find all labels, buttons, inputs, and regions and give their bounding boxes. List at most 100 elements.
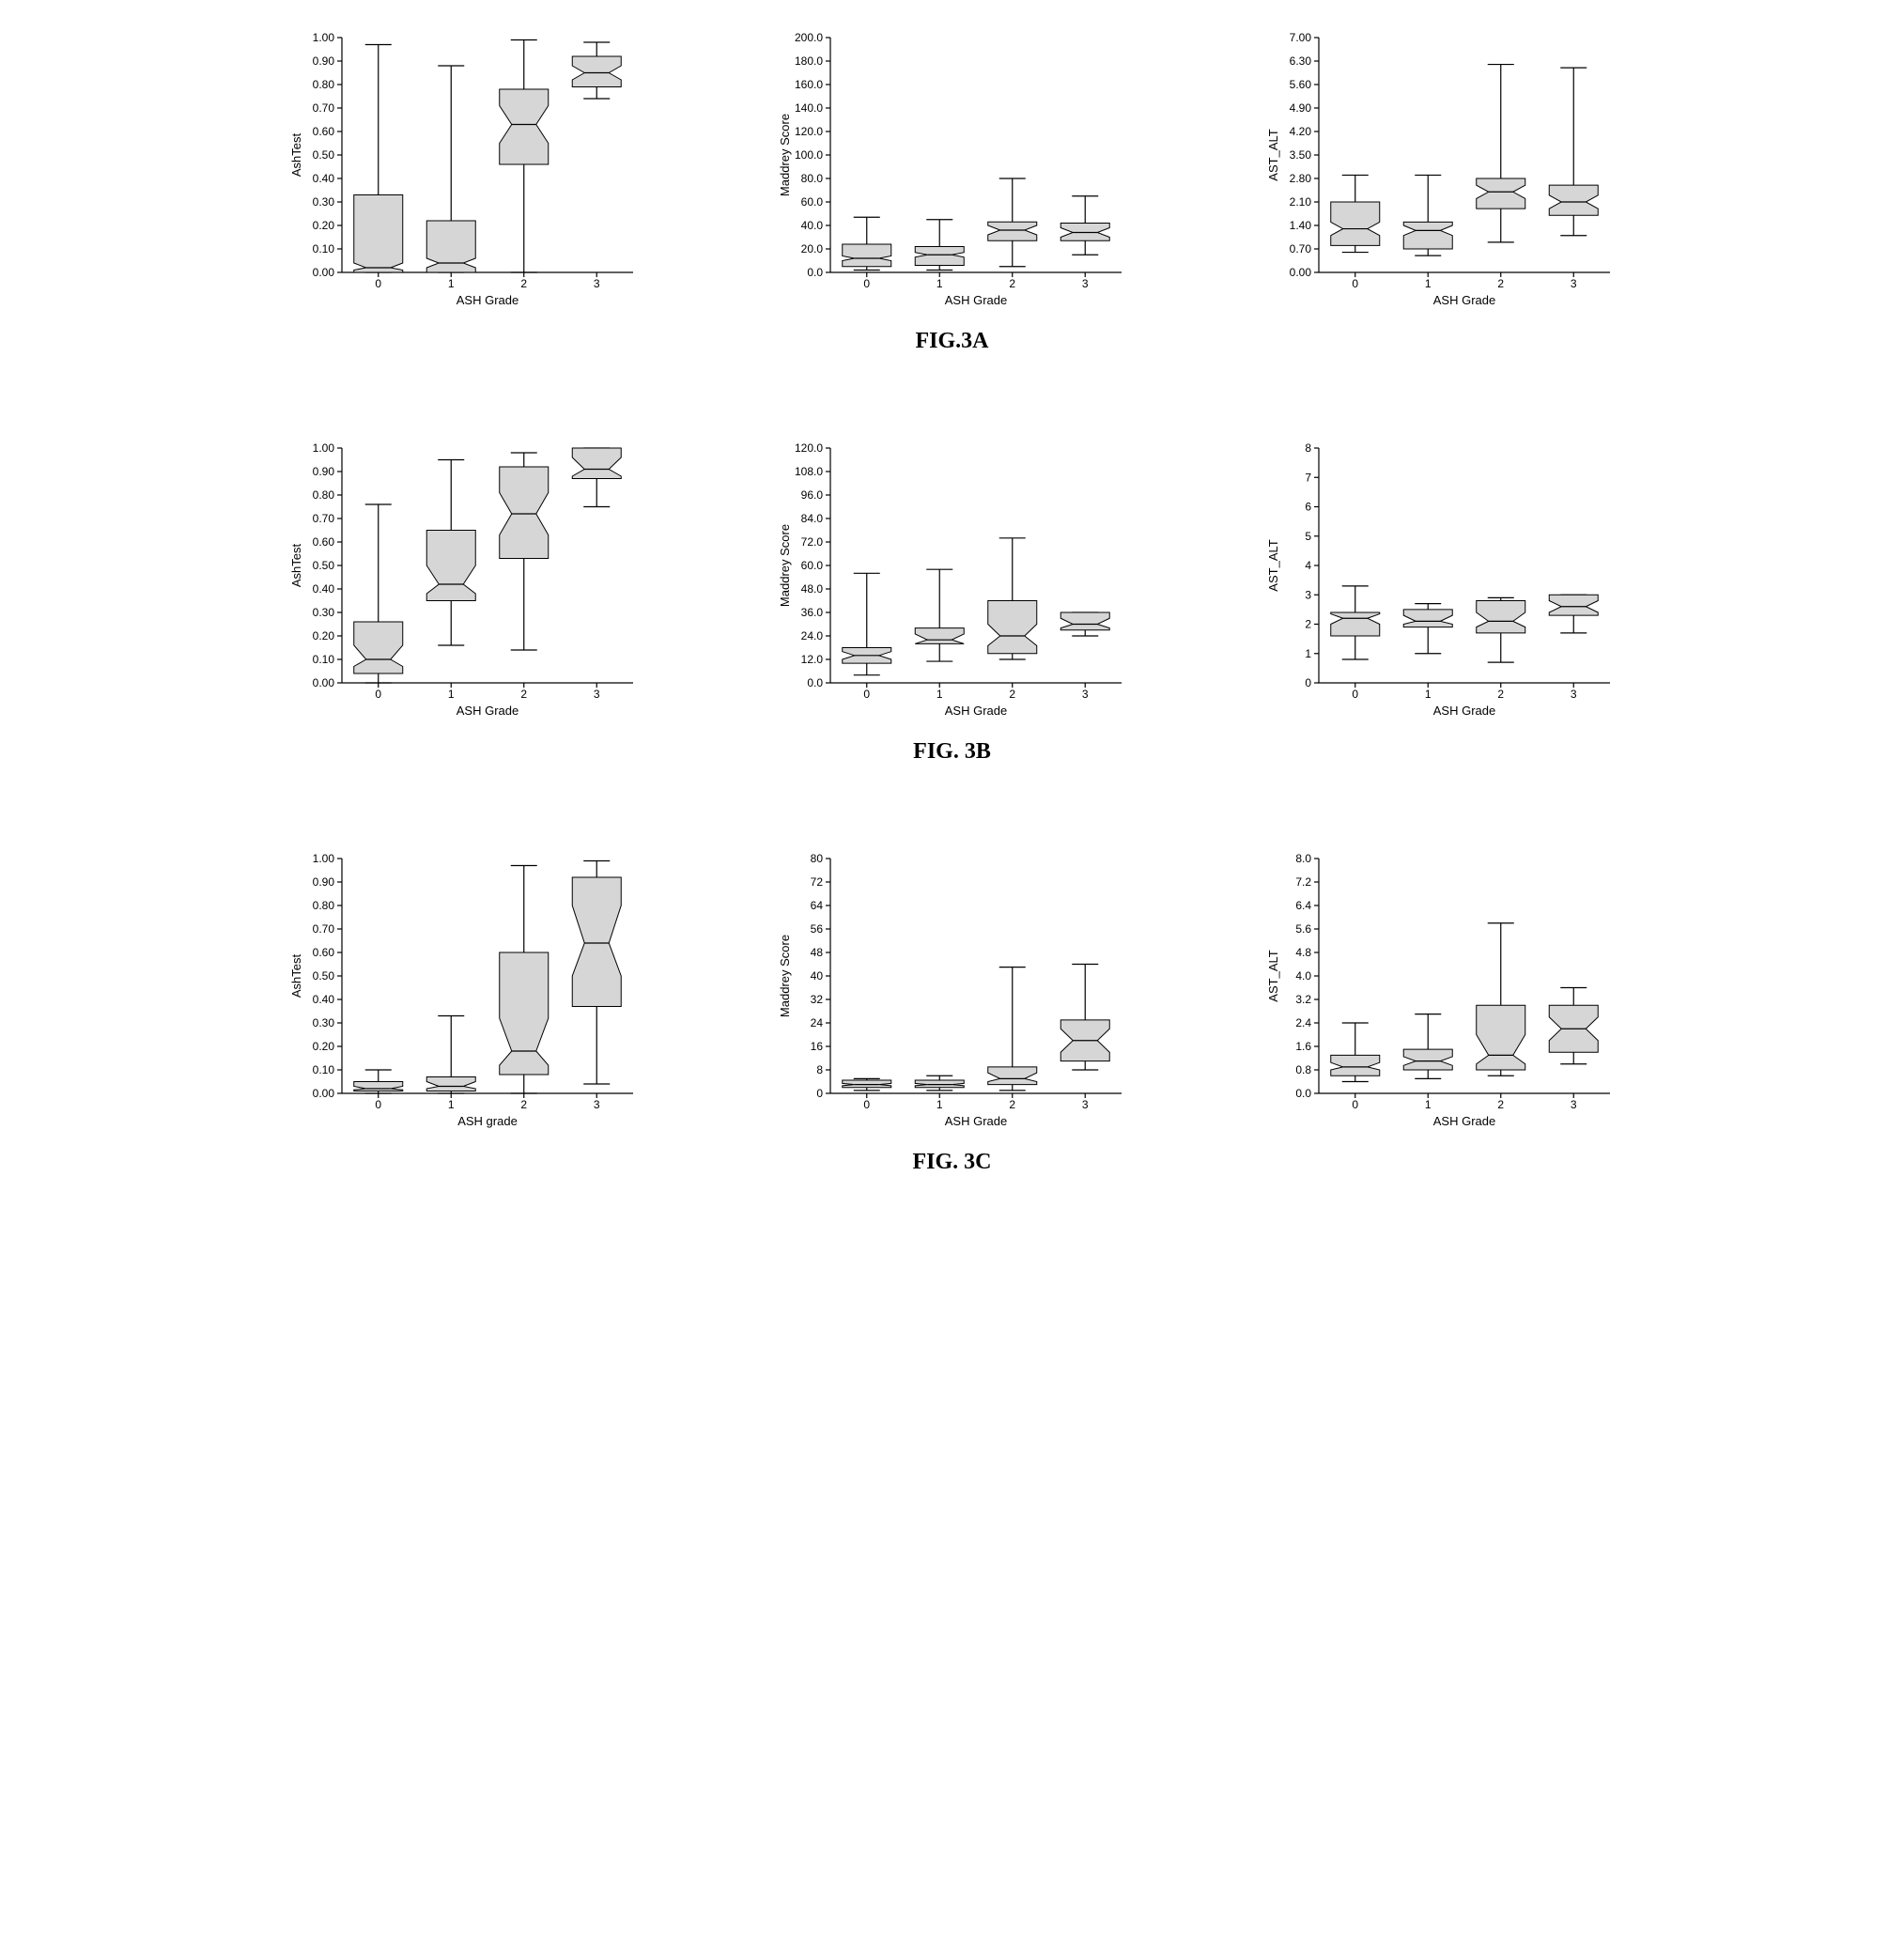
ytick-label: 120.0 <box>794 125 822 138</box>
box <box>915 628 964 644</box>
box <box>1476 178 1525 209</box>
ytick-label: 8.0 <box>1295 852 1311 865</box>
boxplot-svg: 0123456780123AST_ALTASH Grade <box>1262 439 1619 720</box>
boxplot-svg: 0.00.81.62.43.24.04.85.66.47.28.00123AST… <box>1262 849 1619 1131</box>
y-axis-title: Maddrey Score <box>778 114 792 196</box>
box <box>426 221 475 272</box>
ytick-label: 2.80 <box>1289 172 1311 185</box>
ytick-label: 60.0 <box>800 559 823 572</box>
xtick-label: 1 <box>1424 277 1431 290</box>
ytick-label: 0.10 <box>312 242 334 255</box>
x-axis-title: ASH Grade <box>1432 1114 1494 1128</box>
box <box>1060 612 1109 630</box>
xtick-label: 2 <box>1009 688 1015 701</box>
ytick-label: 140.0 <box>794 101 822 115</box>
panel-r0-c2: 0.000.701.402.102.803.504.204.905.606.30… <box>1262 28 1619 310</box>
box <box>353 195 402 273</box>
box <box>842 1080 890 1088</box>
ytick-label: 7.00 <box>1289 31 1311 44</box>
box <box>499 467 548 559</box>
ytick-label: 36.0 <box>800 606 823 619</box>
box <box>1476 1005 1525 1070</box>
xtick-label: 1 <box>447 277 454 290</box>
ytick-label: 0.30 <box>312 1016 334 1029</box>
ytick-label: 5.6 <box>1295 922 1311 936</box>
ytick-label: 3.50 <box>1289 148 1311 162</box>
ytick-label: 84.0 <box>800 512 823 525</box>
y-axis-title: Maddrey Score <box>778 524 792 607</box>
ytick-label: 16 <box>810 1040 823 1053</box>
ytick-label: 180.0 <box>794 54 822 68</box>
ytick-label: 0.00 <box>312 676 334 689</box>
ytick-label: 1.00 <box>312 852 334 865</box>
ytick-label: 0.0 <box>807 266 823 279</box>
ytick-label: 80.0 <box>800 172 823 185</box>
boxplot-svg: 0.000.701.402.102.803.504.204.905.606.30… <box>1262 28 1619 310</box>
xtick-label: 2 <box>520 1098 527 1111</box>
ytick-label: 24 <box>810 1016 823 1029</box>
box <box>572 877 621 1007</box>
box <box>1476 601 1525 633</box>
boxplot-svg: 0.020.040.060.080.0100.0120.0140.0160.01… <box>774 28 1131 310</box>
xtick-label: 3 <box>1081 1098 1088 1111</box>
ytick-label: 64 <box>810 899 823 912</box>
box <box>987 1067 1036 1085</box>
x-axis-title: ASH Grade <box>456 704 518 718</box>
y-axis-title: AshTest <box>289 953 303 998</box>
box <box>915 247 964 266</box>
ytick-label: 0.00 <box>312 266 334 279</box>
figure-row-0: 0.000.100.200.300.400.500.600.700.800.90… <box>19 28 1885 310</box>
xtick-label: 3 <box>1081 688 1088 701</box>
y-axis-title: Maddrey Score <box>778 935 792 1017</box>
xtick-label: 2 <box>1009 277 1015 290</box>
xtick-label: 1 <box>1424 1098 1431 1111</box>
panel-r2-c0: 0.000.100.200.300.400.500.600.700.800.90… <box>286 849 642 1131</box>
ytick-label: 108.0 <box>794 465 822 478</box>
ytick-label: 48 <box>810 946 823 959</box>
ytick-label: 0.30 <box>312 606 334 619</box>
ytick-label: 0.70 <box>312 512 334 525</box>
ytick-label: 0.10 <box>312 653 334 666</box>
figure-grid: 0.000.100.200.300.400.500.600.700.800.90… <box>19 28 1885 1175</box>
ytick-label: 0.0 <box>1295 1087 1311 1100</box>
box <box>426 1077 475 1091</box>
ytick-label: 0.60 <box>312 125 334 138</box>
box <box>842 244 890 267</box>
xtick-label: 1 <box>447 688 454 701</box>
ytick-label: 0.40 <box>312 582 334 596</box>
ytick-label: 1 <box>1305 647 1311 660</box>
ytick-label: 0.0 <box>807 676 823 689</box>
ytick-label: 72 <box>810 875 823 889</box>
box <box>1060 224 1109 241</box>
xtick-label: 1 <box>936 277 942 290</box>
ytick-label: 160.0 <box>794 78 822 91</box>
ytick-label: 5.60 <box>1289 78 1311 91</box>
ytick-label: 0.10 <box>312 1063 334 1076</box>
xtick-label: 2 <box>520 277 527 290</box>
ytick-label: 100.0 <box>794 148 822 162</box>
xtick-label: 0 <box>1352 277 1358 290</box>
ytick-label: 0.40 <box>312 993 334 1006</box>
x-axis-title: ASH Grade <box>1432 293 1494 307</box>
xtick-label: 3 <box>1570 688 1576 701</box>
ytick-label: 0 <box>1305 676 1311 689</box>
xtick-label: 0 <box>375 688 381 701</box>
ytick-label: 56 <box>810 922 823 936</box>
ytick-label: 2.4 <box>1295 1016 1311 1029</box>
x-axis-title: ASH Grade <box>944 704 1006 718</box>
ytick-label: 0.20 <box>312 1040 334 1053</box>
xtick-label: 0 <box>863 277 870 290</box>
panel-r2-c1: 081624324048566472800123Maddrey ScoreASH… <box>774 849 1131 1131</box>
box <box>426 531 475 601</box>
y-axis-title: AST_ALT <box>1266 539 1280 591</box>
box <box>1330 1055 1379 1076</box>
ytick-label: 6.30 <box>1289 54 1311 68</box>
ytick-label: 0.80 <box>312 488 334 502</box>
ytick-label: 4.0 <box>1295 969 1311 983</box>
ytick-label: 0.90 <box>312 875 334 889</box>
xtick-label: 2 <box>1497 688 1504 701</box>
xtick-label: 0 <box>1352 1098 1358 1111</box>
ytick-label: 4.90 <box>1289 101 1311 115</box>
figure-label: FIG. 3B <box>19 739 1885 765</box>
ytick-label: 0.70 <box>312 101 334 115</box>
